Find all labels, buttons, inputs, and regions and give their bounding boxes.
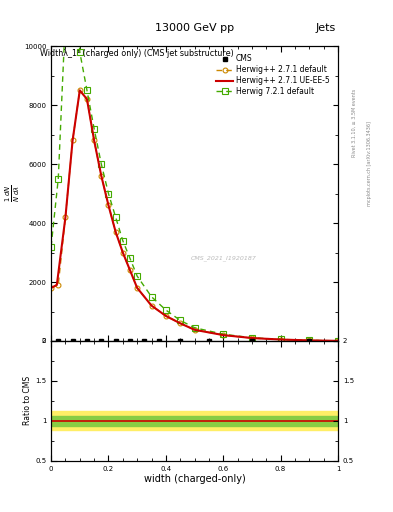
Herwig++ 2.7.1 UE-EE-5 bbox=[92, 137, 97, 143]
Text: CMS_2021_I1920187: CMS_2021_I1920187 bbox=[190, 255, 256, 261]
Herwig++ 2.7.1 default bbox=[307, 337, 312, 344]
Herwig++ 2.7.1 default bbox=[70, 137, 75, 143]
Herwig++ 2.7.1 UE-EE-5 bbox=[99, 173, 104, 179]
Herwig++ 2.7.1 UE-EE-5 bbox=[163, 313, 168, 319]
Text: Jets: Jets bbox=[316, 23, 336, 33]
Herwig++ 2.7.1 UE-EE-5 bbox=[106, 202, 111, 208]
Herwig++ 2.7.1 default bbox=[49, 285, 53, 291]
CMS bbox=[307, 338, 312, 344]
Herwig 7.2.1 default bbox=[56, 176, 61, 182]
CMS bbox=[56, 338, 61, 344]
CMS bbox=[113, 338, 118, 344]
Herwig 7.2.1 default bbox=[120, 238, 125, 244]
Herwig 7.2.1 default bbox=[49, 244, 53, 250]
Herwig++ 2.7.1 default bbox=[92, 137, 97, 143]
Herwig++ 2.7.1 UE-EE-5 bbox=[84, 96, 89, 102]
Herwig++ 2.7.1 UE-EE-5 bbox=[278, 336, 283, 343]
Herwig 7.2.1 default bbox=[128, 255, 132, 262]
Herwig 7.2.1 default bbox=[307, 337, 312, 344]
Herwig++ 2.7.1 UE-EE-5 bbox=[221, 332, 226, 338]
Y-axis label: Ratio to CMS: Ratio to CMS bbox=[23, 376, 32, 425]
Herwig++ 2.7.1 UE-EE-5 bbox=[77, 87, 82, 93]
CMS bbox=[70, 338, 75, 344]
Herwig++ 2.7.1 default bbox=[120, 249, 125, 255]
CMS bbox=[99, 338, 104, 344]
Herwig++ 2.7.1 default bbox=[63, 214, 68, 220]
Herwig++ 2.7.1 default bbox=[163, 313, 168, 319]
Herwig 7.2.1 default bbox=[250, 335, 254, 341]
Herwig++ 2.7.1 UE-EE-5 bbox=[49, 285, 53, 291]
Y-axis label: $\frac{1}{N}\frac{dN}{d\lambda}$: $\frac{1}{N}\frac{dN}{d\lambda}$ bbox=[4, 185, 22, 202]
Herwig 7.2.1 default bbox=[106, 190, 111, 197]
Herwig++ 2.7.1 default bbox=[278, 336, 283, 343]
Herwig++ 2.7.1 default bbox=[56, 282, 61, 288]
Herwig++ 2.7.1 UE-EE-5 bbox=[192, 327, 197, 333]
Herwig 7.2.1 default bbox=[84, 87, 89, 93]
Herwig++ 2.7.1 UE-EE-5 bbox=[63, 214, 68, 220]
Herwig++ 2.7.1 default bbox=[84, 96, 89, 102]
Line: CMS: CMS bbox=[56, 339, 311, 343]
Herwig 7.2.1 default bbox=[221, 331, 226, 337]
Herwig 7.2.1 default bbox=[135, 273, 140, 279]
Herwig 7.2.1 default bbox=[99, 161, 104, 167]
CMS bbox=[128, 338, 132, 344]
Herwig++ 2.7.1 default bbox=[250, 335, 254, 341]
X-axis label: width (charged-only): width (charged-only) bbox=[144, 475, 245, 484]
Herwig++ 2.7.1 default bbox=[336, 338, 340, 344]
Herwig++ 2.7.1 default bbox=[192, 327, 197, 333]
Herwig 7.2.1 default bbox=[92, 125, 97, 132]
Herwig 7.2.1 default bbox=[336, 338, 340, 344]
CMS bbox=[84, 338, 89, 344]
Herwig++ 2.7.1 UE-EE-5 bbox=[250, 335, 254, 341]
Herwig++ 2.7.1 UE-EE-5 bbox=[70, 137, 75, 143]
Herwig++ 2.7.1 UE-EE-5 bbox=[113, 229, 118, 235]
Text: mcplots.cern.ch [arXiv:1306.3436]: mcplots.cern.ch [arXiv:1306.3436] bbox=[367, 121, 373, 206]
Herwig++ 2.7.1 UE-EE-5 bbox=[336, 338, 340, 344]
Herwig++ 2.7.1 default bbox=[149, 303, 154, 309]
Herwig 7.2.1 default bbox=[278, 336, 283, 343]
Line: Herwig++ 2.7.1 UE-EE-5: Herwig++ 2.7.1 UE-EE-5 bbox=[51, 90, 338, 341]
CMS bbox=[178, 338, 183, 344]
CMS bbox=[142, 338, 147, 344]
Herwig++ 2.7.1 default bbox=[128, 267, 132, 273]
Herwig++ 2.7.1 UE-EE-5 bbox=[120, 249, 125, 255]
Line: Herwig++ 2.7.1 default: Herwig++ 2.7.1 default bbox=[49, 88, 340, 343]
Herwig++ 2.7.1 default bbox=[221, 332, 226, 338]
Herwig++ 2.7.1 default bbox=[113, 229, 118, 235]
Herwig++ 2.7.1 default bbox=[99, 173, 104, 179]
CMS bbox=[207, 338, 211, 344]
Herwig++ 2.7.1 default bbox=[135, 285, 140, 291]
Herwig 7.2.1 default bbox=[149, 294, 154, 300]
CMS bbox=[250, 338, 254, 344]
Herwig++ 2.7.1 UE-EE-5 bbox=[149, 303, 154, 309]
Herwig++ 2.7.1 UE-EE-5 bbox=[178, 320, 183, 326]
Herwig 7.2.1 default bbox=[163, 307, 168, 313]
Herwig++ 2.7.1 default bbox=[77, 87, 82, 93]
Herwig++ 2.7.1 default bbox=[106, 202, 111, 208]
Herwig 7.2.1 default bbox=[63, 13, 68, 19]
Legend: CMS, Herwig++ 2.7.1 default, Herwig++ 2.7.1 UE-EE-5, Herwig 7.2.1 default: CMS, Herwig++ 2.7.1 default, Herwig++ 2.… bbox=[215, 53, 331, 98]
Text: Widthλ_1¹ (charged only) (CMS jet substructure): Widthλ_1¹ (charged only) (CMS jet substr… bbox=[40, 49, 234, 58]
Herwig++ 2.7.1 default bbox=[178, 320, 183, 326]
Herwig 7.2.1 default bbox=[77, 49, 82, 55]
Text: 13000 GeV pp: 13000 GeV pp bbox=[155, 23, 234, 33]
Herwig 7.2.1 default bbox=[178, 317, 183, 324]
Herwig++ 2.7.1 UE-EE-5 bbox=[55, 282, 59, 288]
Line: Herwig 7.2.1 default: Herwig 7.2.1 default bbox=[48, 0, 341, 344]
Text: Rivet 3.1.10, ≥ 3.5M events: Rivet 3.1.10, ≥ 3.5M events bbox=[352, 89, 357, 157]
CMS bbox=[156, 338, 161, 344]
Herwig++ 2.7.1 UE-EE-5 bbox=[128, 267, 132, 273]
Herwig 7.2.1 default bbox=[113, 214, 118, 220]
Herwig++ 2.7.1 UE-EE-5 bbox=[135, 285, 140, 291]
Herwig 7.2.1 default bbox=[192, 325, 197, 331]
Herwig++ 2.7.1 UE-EE-5 bbox=[307, 337, 312, 344]
